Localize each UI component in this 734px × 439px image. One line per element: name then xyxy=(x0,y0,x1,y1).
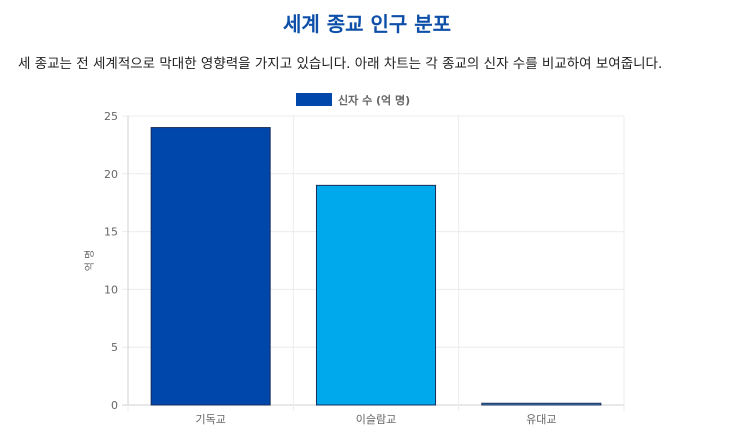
y-tick-label: 5 xyxy=(111,341,118,354)
y-tick-label: 15 xyxy=(104,226,118,239)
y-tick-label: 0 xyxy=(111,399,118,412)
x-tick-label: 이슬람교 xyxy=(356,413,396,426)
x-tick-label: 기독교 xyxy=(195,413,225,426)
x-tick-label: 유대교 xyxy=(526,413,556,426)
bars xyxy=(150,127,602,406)
bar-3 xyxy=(481,402,602,406)
axes: 0 5 10 15 20 25 기독교 이슬람교 유대교 xyxy=(104,110,557,426)
bar-2 xyxy=(315,184,437,406)
y-tick-label: 20 xyxy=(104,168,118,181)
legend-label: 신자 수 (억 명) xyxy=(338,93,410,107)
bar-1 xyxy=(150,127,271,406)
y-axis-label: 억 명 xyxy=(84,250,96,272)
legend: 신자 수 (억 명) xyxy=(296,93,410,107)
religion-bar-chart: 0 5 10 15 20 25 기독교 이슬람교 유대교 신자 수 (억 명) 억 명 xyxy=(84,93,625,426)
page-description: 세 종교는 전 세계적으로 막대한 영향력을 가지고 있습니다. 아래 차트는 … xyxy=(18,56,663,72)
legend-swatch xyxy=(296,93,332,106)
y-tick-label: 25 xyxy=(104,110,118,123)
y-tick-label: 10 xyxy=(104,283,118,296)
page-title: 세계 종교 인구 분포 xyxy=(282,12,452,36)
